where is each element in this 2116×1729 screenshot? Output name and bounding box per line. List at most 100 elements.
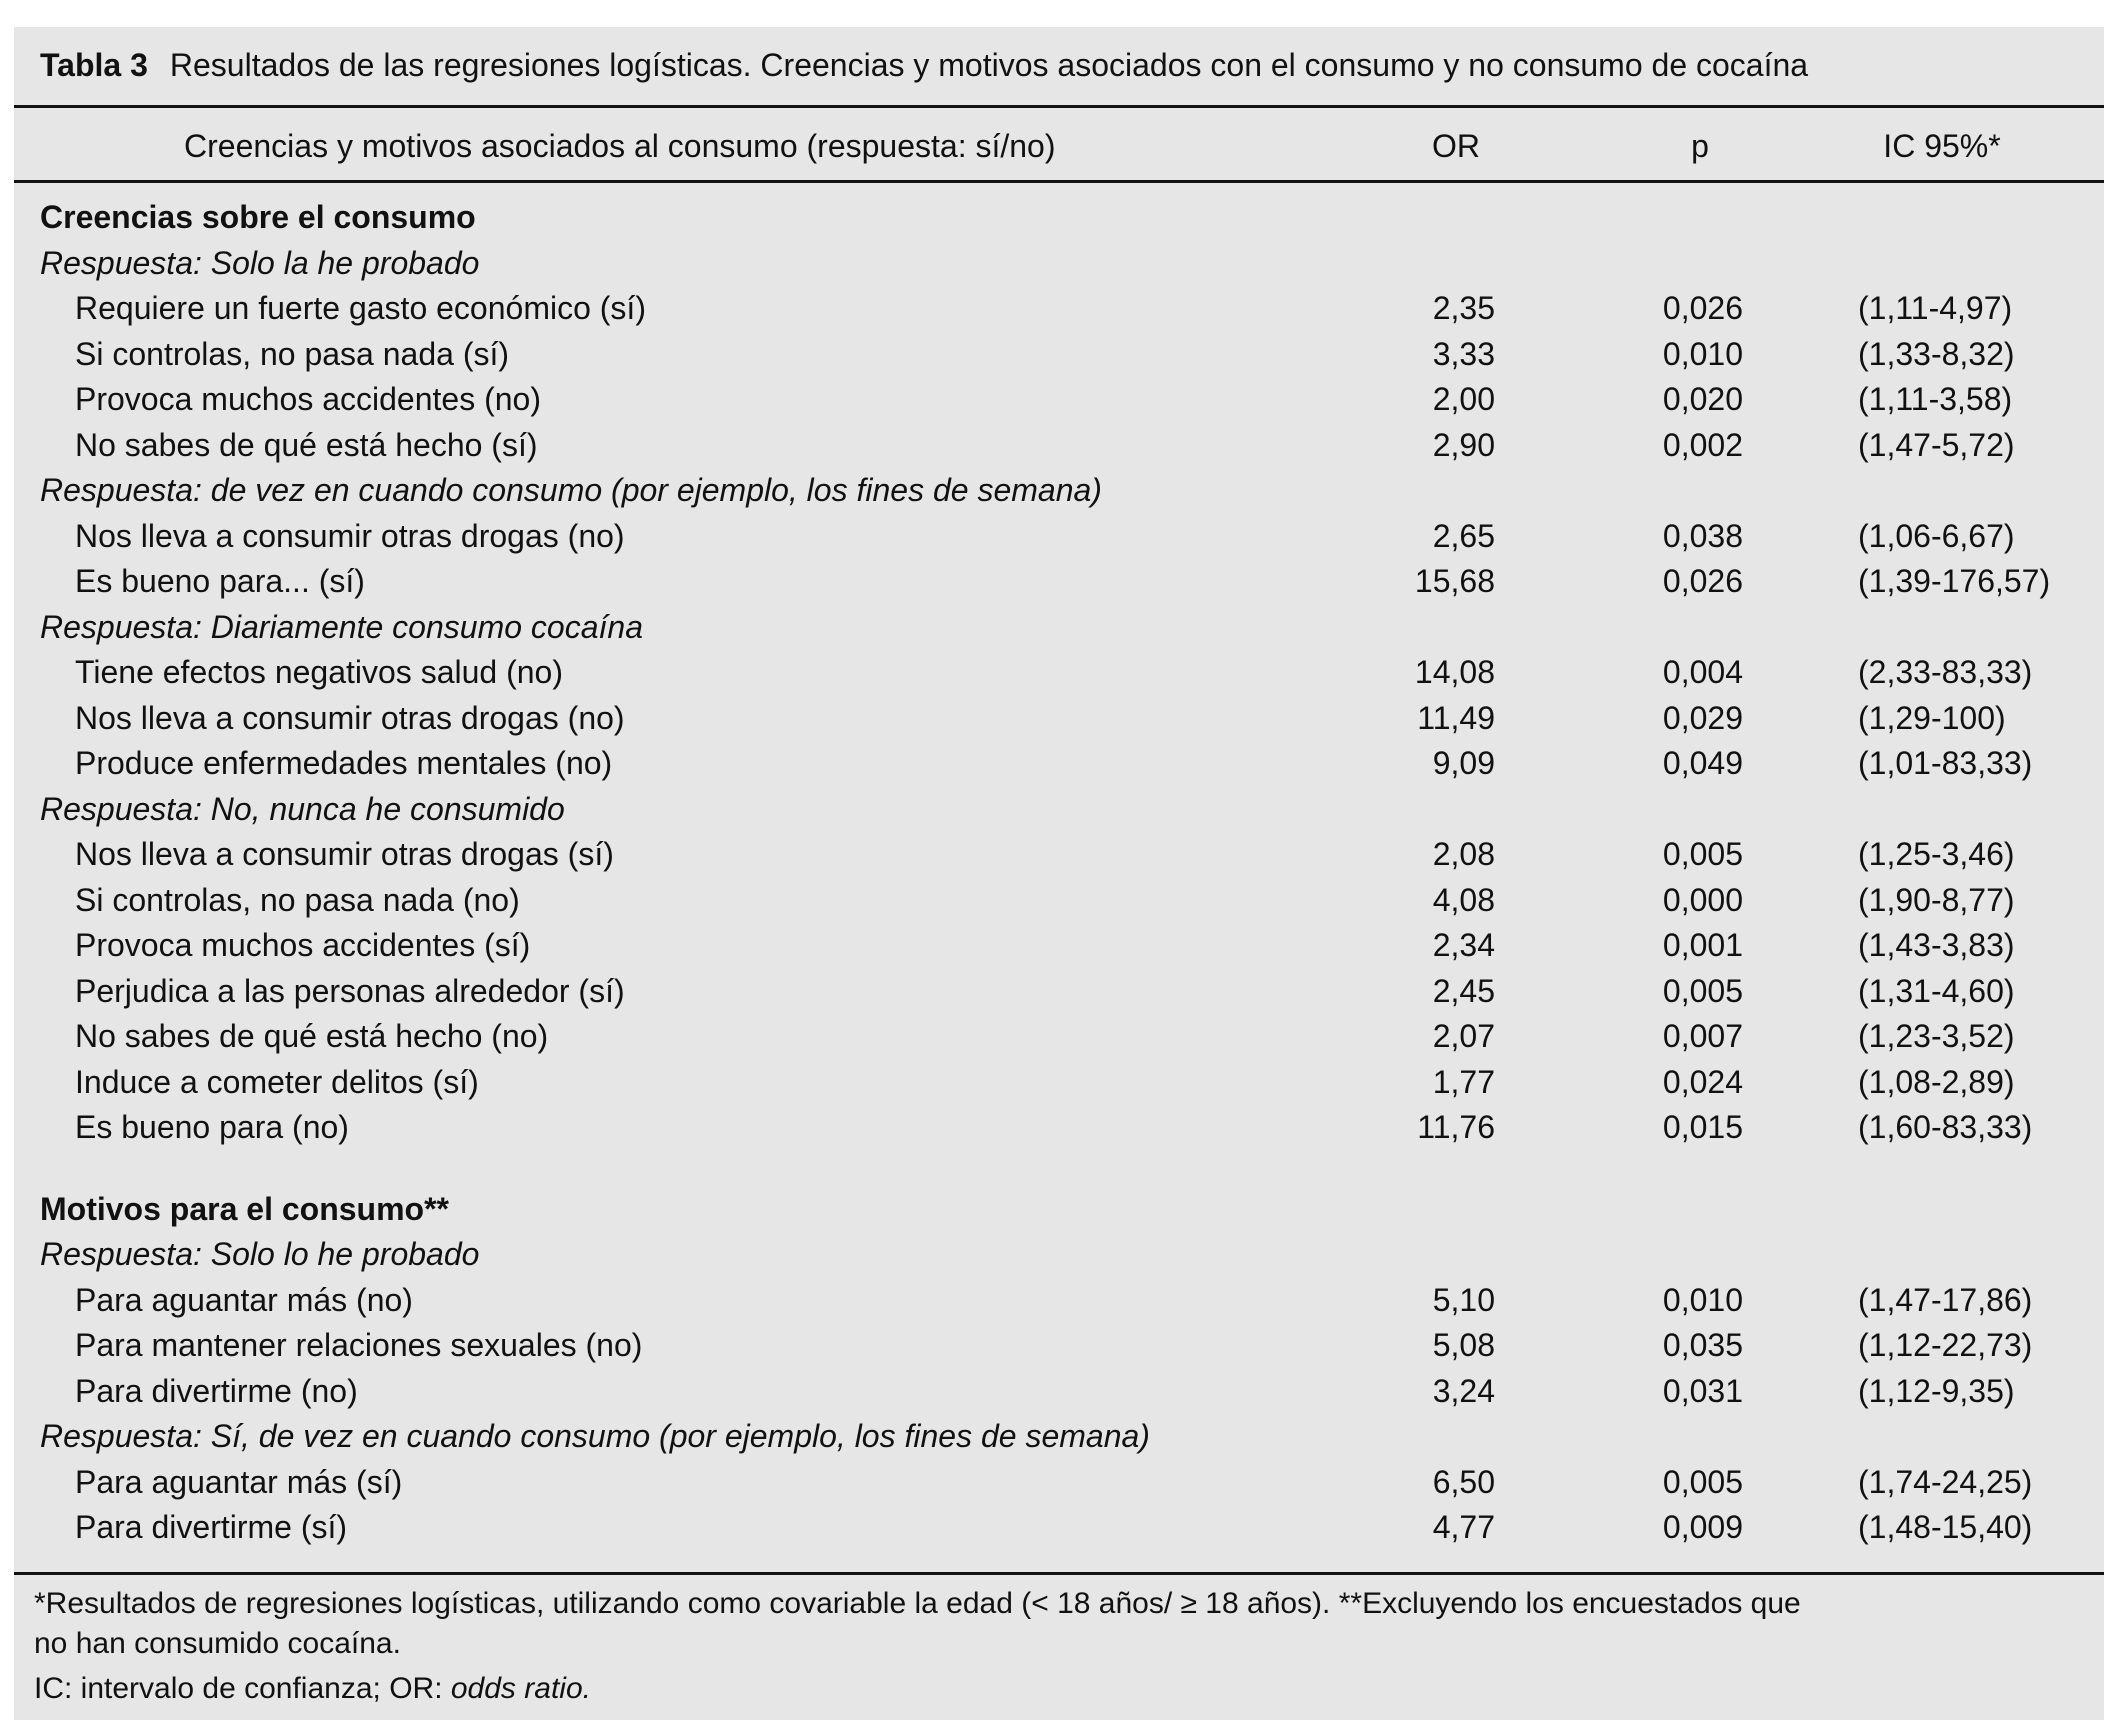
row-p: 0,010 bbox=[1662, 1281, 1743, 1318]
footnote-abbrev: IC: intervalo de confianza; OR: bbox=[34, 1672, 451, 1705]
row-label: Para aguantar más (no) bbox=[75, 1281, 413, 1318]
row-or: 5,08 bbox=[1432, 1327, 1495, 1364]
row-ci: (1,90-8,77) bbox=[1858, 881, 2015, 918]
row-p: 0,002 bbox=[1662, 426, 1743, 463]
row-or: 2,45 bbox=[1432, 972, 1495, 1009]
row-ci: (1,01-83,33) bbox=[1858, 745, 2033, 781]
row-p: 0,049 bbox=[1662, 745, 1743, 781]
row-label: Para aguantar más (sí) bbox=[75, 1463, 403, 1500]
row-p: 0,010 bbox=[1662, 335, 1743, 372]
row-ci: (1,23-3,52) bbox=[1858, 1018, 2015, 1054]
group-label: Respuesta: Solo lo he probado bbox=[40, 1236, 480, 1273]
table-caption: Tabla 3 Resultados de las regresiones log… bbox=[40, 45, 1808, 85]
row-or: 3,33 bbox=[1432, 335, 1495, 372]
row-ci: (1,33-8,32) bbox=[1858, 335, 2015, 372]
group-label: Respuesta: No, nunca he consumido bbox=[40, 790, 565, 827]
row-p: 0,009 bbox=[1662, 1509, 1743, 1546]
row-or: 1,77 bbox=[1432, 1063, 1495, 1100]
row-p: 0,007 bbox=[1662, 1018, 1743, 1054]
row-label: Nos lleva a consumir otras drogas (no) bbox=[75, 517, 625, 554]
row-label: Perjudica a las personas alrededor (sí) bbox=[75, 972, 625, 1009]
group-label: Respuesta: Solo la he probado bbox=[40, 244, 480, 281]
row-p: 0,024 bbox=[1662, 1063, 1743, 1100]
header-p: p bbox=[1691, 128, 1709, 164]
row-ci: (1,48-15,40) bbox=[1858, 1509, 2033, 1546]
row-label: Es bueno para (no) bbox=[75, 1109, 349, 1145]
row-label: Tiene efectos negativos salud (no) bbox=[75, 654, 563, 690]
row-or: 4,77 bbox=[1432, 1509, 1495, 1546]
header-or: OR bbox=[1432, 128, 1480, 164]
row-ci: (1,31-4,60) bbox=[1858, 972, 2015, 1009]
row-or: 3,24 bbox=[1432, 1372, 1495, 1409]
row-ci: (1,12-9,35) bbox=[1858, 1372, 2015, 1409]
section-title: Creencias sobre el consumo bbox=[40, 199, 476, 235]
row-label: Para mantener relaciones sexuales (no) bbox=[75, 1327, 643, 1364]
row-label: Provoca muchos accidentes (sí) bbox=[75, 927, 531, 963]
footnote-3: IC: intervalo de confianza; OR: odds rat… bbox=[34, 1669, 591, 1709]
row-label: Si controlas, no pasa nada (sí) bbox=[75, 335, 510, 372]
row-label: Provoca muchos accidentes (no) bbox=[75, 381, 541, 417]
row-p: 0,004 bbox=[1662, 654, 1743, 690]
row-or: 2,65 bbox=[1432, 517, 1495, 554]
row-ci: (1,60-83,33) bbox=[1858, 1109, 2033, 1145]
row-label: Nos lleva a consumir otras drogas (sí) bbox=[75, 836, 614, 872]
row-ci: (1,74-24,25) bbox=[1858, 1463, 2033, 1500]
row-or: 14,08 bbox=[1414, 654, 1495, 690]
row-p: 0,031 bbox=[1662, 1372, 1743, 1409]
row-label: Para divertirme (no) bbox=[75, 1372, 358, 1409]
table-title: Resultados de las regresiones logísticas… bbox=[169, 47, 1809, 83]
row-or: 11,76 bbox=[1417, 1109, 1495, 1145]
row-p: 0,005 bbox=[1662, 1463, 1743, 1500]
row-ci: (1,39-176,57) bbox=[1858, 563, 2051, 599]
row-ci: (1,08-2,89) bbox=[1858, 1063, 2015, 1100]
table-panel: Tabla 3 Resultados de las regresiones log… bbox=[14, 27, 2104, 1720]
divider bbox=[14, 105, 2104, 108]
row-p: 0,005 bbox=[1662, 972, 1743, 1009]
row-label: No sabes de qué está hecho (sí) bbox=[75, 426, 538, 463]
row-ci: (1,43-3,83) bbox=[1858, 927, 2015, 963]
row-label: Induce a cometer delitos (sí) bbox=[75, 1063, 479, 1100]
row-label: Para divertirme (sí) bbox=[75, 1509, 348, 1546]
row-label: Nos lleva a consumir otras drogas (no) bbox=[75, 699, 625, 736]
row-or: 6,50 bbox=[1432, 1463, 1495, 1500]
table-number: Tabla 3 bbox=[40, 47, 148, 83]
row-p: 0,020 bbox=[1662, 381, 1743, 417]
row-ci: (1,47-5,72) bbox=[1858, 426, 2015, 463]
row-ci: (1,12-22,73) bbox=[1858, 1327, 2033, 1364]
row-or: 4,08 bbox=[1432, 881, 1495, 918]
divider bbox=[14, 180, 2104, 183]
row-label: Requiere un fuerte gasto económico (sí) bbox=[75, 290, 646, 326]
row-p: 0,026 bbox=[1662, 290, 1743, 326]
row-p: 0,001 bbox=[1662, 927, 1743, 963]
row-or: 9,09 bbox=[1432, 745, 1495, 781]
row-label: Es bueno para... (sí) bbox=[75, 563, 365, 599]
row-label: No sabes de qué está hecho (no) bbox=[75, 1018, 549, 1054]
row-p: 0,038 bbox=[1662, 517, 1743, 554]
row-or: 2,00 bbox=[1432, 381, 1495, 417]
row-or: 2,07 bbox=[1432, 1018, 1495, 1054]
row-ci: (1,11-3,58) bbox=[1858, 381, 2013, 417]
footnote-1: *Resultados de regresiones logísticas, u… bbox=[34, 1587, 1801, 1620]
row-p: 0,005 bbox=[1662, 836, 1743, 872]
row-ci: (2,33-83,33) bbox=[1858, 654, 2033, 690]
row-ci: (1,29-100) bbox=[1858, 699, 2006, 736]
row-p: 0,035 bbox=[1662, 1327, 1743, 1364]
row-ci: (1,25-3,46) bbox=[1858, 836, 2015, 872]
row-ci: (1,47-17,86) bbox=[1858, 1281, 2033, 1318]
row-label: Si controlas, no pasa nada (no) bbox=[75, 881, 520, 918]
row-label: Produce enfermedades mentales (no) bbox=[75, 745, 613, 781]
header-ci: IC 95%* bbox=[1883, 128, 2001, 164]
row-ci: (1,11-4,97) bbox=[1858, 290, 2013, 326]
row-or: 2,90 bbox=[1432, 426, 1495, 463]
section-title: Motivos para el consumo** bbox=[40, 1190, 449, 1227]
row-p: 0,026 bbox=[1662, 563, 1743, 599]
group-label: Respuesta: Sí, de vez en cuando consumo … bbox=[40, 1418, 1150, 1455]
group-label: Respuesta: de vez en cuando consumo (por… bbox=[40, 472, 1102, 508]
row-or: 2,08 bbox=[1432, 836, 1495, 872]
divider bbox=[14, 1572, 2104, 1575]
group-label: Respuesta: Diariamente consumo cocaína bbox=[40, 608, 643, 645]
row-p: 0,015 bbox=[1662, 1109, 1743, 1145]
footnote-odds-ratio: odds ratio. bbox=[450, 1672, 591, 1705]
row-p: 0,000 bbox=[1662, 881, 1743, 918]
row-or: 11,49 bbox=[1417, 699, 1495, 736]
